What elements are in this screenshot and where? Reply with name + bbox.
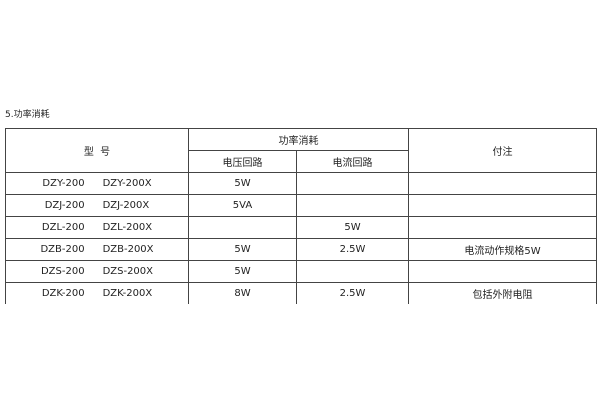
voltage-cell: 8W xyxy=(188,282,297,304)
model-b: DZK-200X xyxy=(102,288,153,299)
model-a: DZJ-200 xyxy=(44,200,85,211)
model-cell: DZB-200 DZB-200X xyxy=(5,238,189,261)
current-cell xyxy=(296,194,409,217)
model-cell: DZJ-200 DZJ-200X xyxy=(5,194,189,217)
model-cell: DZS-200 DZS-200X xyxy=(5,260,189,283)
current-cell: 2.5W xyxy=(296,282,409,304)
model-a: DZS-200 xyxy=(40,266,85,277)
model-cell: DZY-200 DZY-200X xyxy=(5,172,189,195)
header-row: 型 号 功率消耗 付注 xyxy=(5,128,597,173)
model-b: DZY-200X xyxy=(102,178,152,189)
header-voltage-circuit: 电压回路 xyxy=(188,150,297,173)
table-row: DZK-200 DZK-200X 8W 2.5W 包括外附电阻 xyxy=(5,282,597,304)
table-row: DZS-200 DZS-200X 5W xyxy=(5,260,597,283)
current-cell xyxy=(296,260,409,283)
model-b: DZB-200X xyxy=(102,244,154,255)
note-cell: 包括外附电阻 xyxy=(408,282,597,304)
model-b: DZJ-200X xyxy=(102,200,150,211)
power-consumption-table: 型 号 功率消耗 付注 电压回路 电流回路 DZY-200 DZY-200X 5W D… xyxy=(5,128,597,304)
header-model: 型 号 xyxy=(5,128,189,173)
voltage-cell: 5W xyxy=(188,260,297,283)
note-cell: 电流动作规格5W xyxy=(408,238,597,261)
current-cell: 2.5W xyxy=(296,238,409,261)
note-cell xyxy=(408,216,597,239)
table-row: DZB-200 DZB-200X 5W 2.5W 电流动作规格5W xyxy=(5,238,597,261)
voltage-cell: 5VA xyxy=(188,194,297,217)
current-cell xyxy=(296,172,409,195)
model-b: DZS-200X xyxy=(102,266,154,277)
header-power: 功率消耗 xyxy=(188,128,409,151)
subheader-row: 电压回路 电流回路 xyxy=(6,150,597,173)
table-row: DZL-200 DZL-200X 5W xyxy=(5,216,597,239)
note-cell xyxy=(408,194,597,217)
section-title: 5.功率消耗 xyxy=(5,110,50,120)
header-current-circuit: 电流回路 xyxy=(296,150,409,173)
model-a: DZK-200 xyxy=(41,288,85,299)
model-cell: DZK-200 DZK-200X xyxy=(5,282,189,304)
model-b: DZL-200X xyxy=(102,222,153,233)
voltage-cell: 5W xyxy=(188,172,297,195)
table-row: DZJ-200 DZJ-200X 5VA xyxy=(5,194,597,217)
current-cell: 5W xyxy=(296,216,409,239)
model-a: DZY-200 xyxy=(42,178,85,189)
table-row: DZY-200 DZY-200X 5W xyxy=(5,172,597,195)
voltage-cell xyxy=(188,216,297,239)
header-note: 付注 xyxy=(408,128,597,173)
note-cell xyxy=(408,172,597,195)
model-a: DZL-200 xyxy=(41,222,85,233)
model-a: DZB-200 xyxy=(40,244,85,255)
note-cell xyxy=(408,260,597,283)
voltage-cell: 5W xyxy=(188,238,297,261)
model-cell: DZL-200 DZL-200X xyxy=(5,216,189,239)
